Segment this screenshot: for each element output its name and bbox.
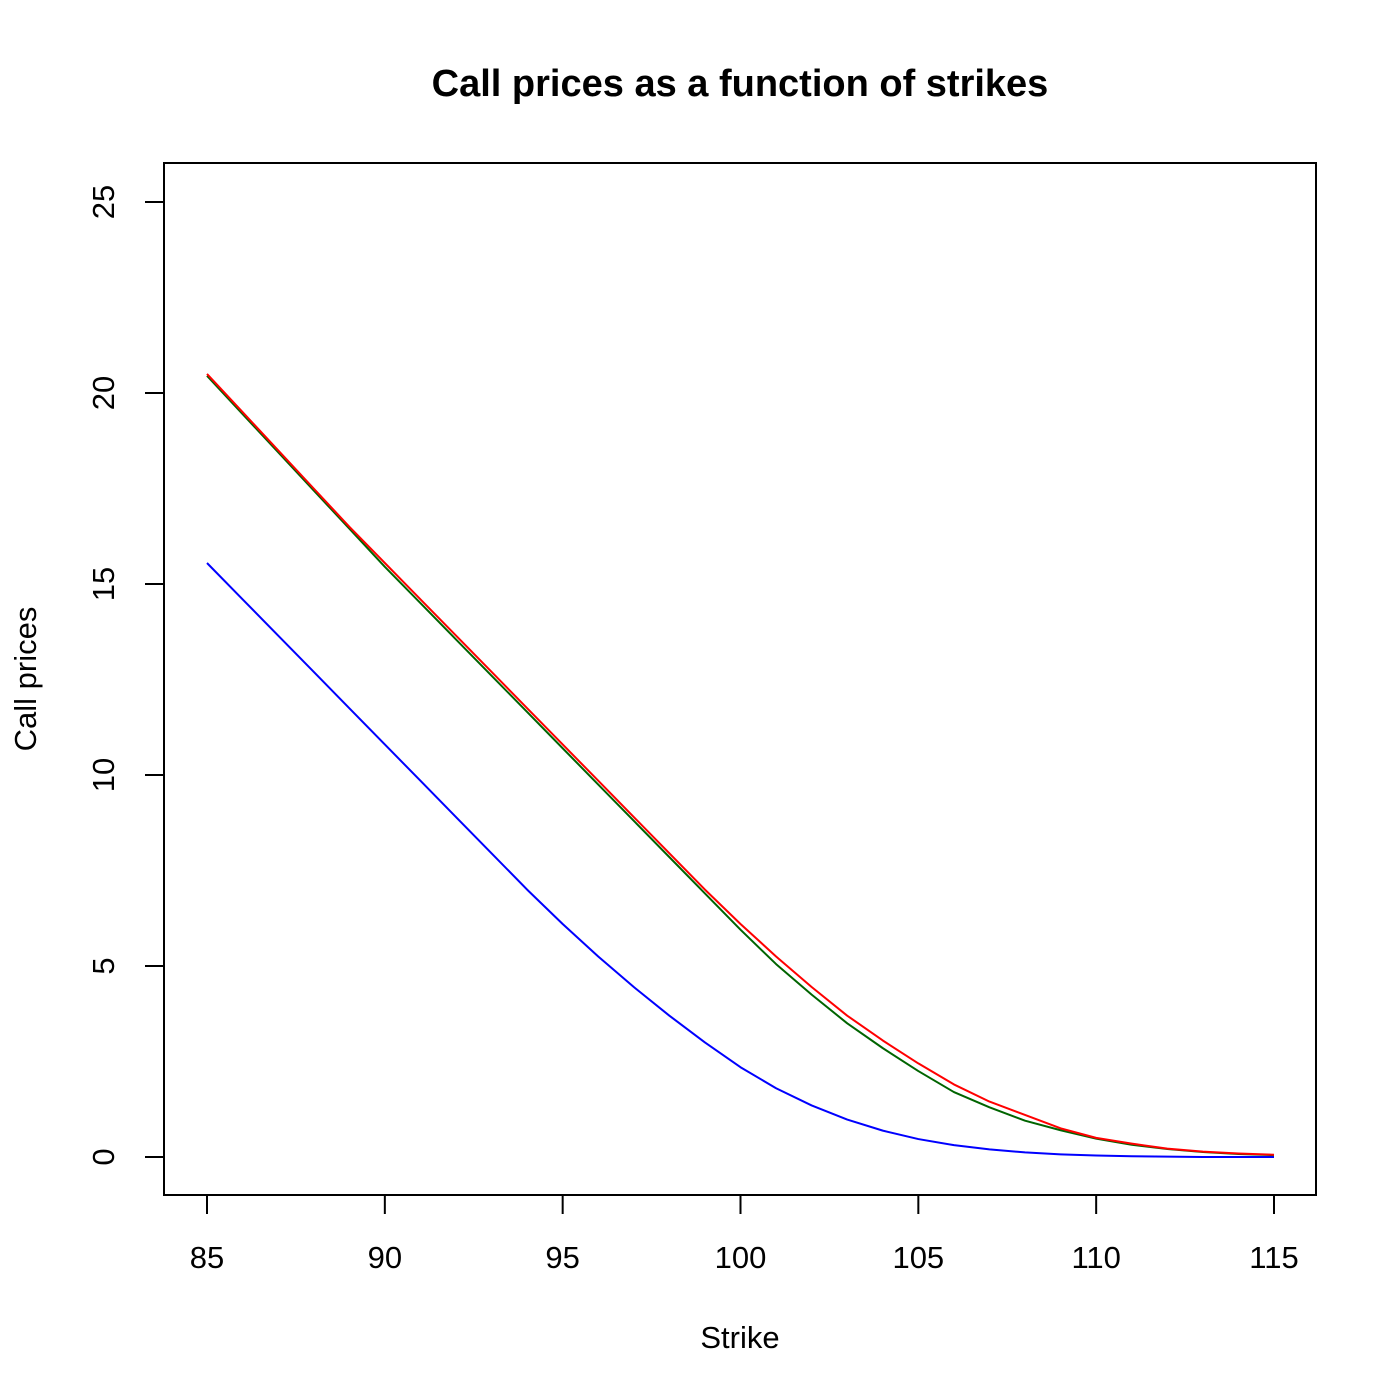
series-group [206,373,1275,1158]
y-tick-label: 15 [86,567,121,601]
x-tick-label: 105 [892,1240,944,1275]
x-axis-label: Strike [700,1320,779,1355]
series-line-2 [206,562,1274,1158]
y-tick-label: 10 [86,758,121,792]
y-axis-label: Call prices [8,607,43,752]
y-tick-label: 20 [86,376,121,410]
y-axis: 0 5 10 15 20 25 [86,185,165,1166]
y-tick-label: 0 [86,1148,121,1165]
x-tick-label: 100 [715,1240,767,1275]
x-tick-label: 110 [1071,1240,1120,1275]
x-axis: 85 90 95 100 105 110 115 [190,1194,1299,1275]
x-tick-label: 90 [368,1240,402,1275]
y-tick-label: 25 [86,185,121,219]
series-line-0 [206,373,1275,1156]
x-tick-label: 95 [545,1240,579,1275]
y-tick-label: 5 [86,957,121,974]
chart-title: Call prices as a function of strikes [432,63,1049,105]
x-tick-label: 85 [190,1240,224,1275]
x-tick-label: 115 [1249,1240,1298,1275]
